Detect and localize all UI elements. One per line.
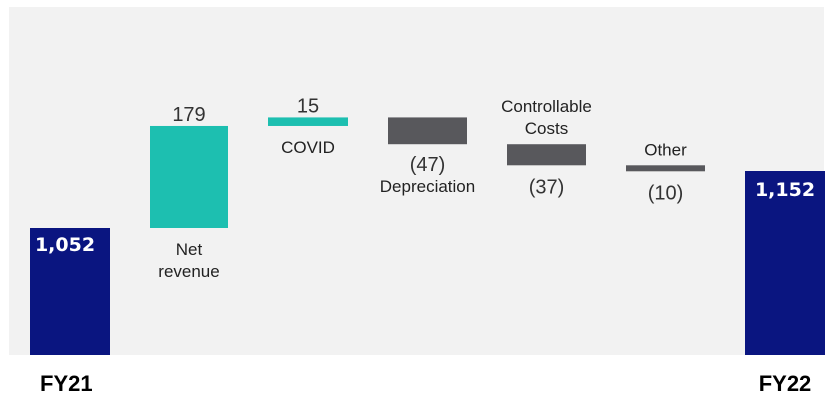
value-label-depreciation: (47) [410, 154, 446, 176]
value-label-covid: 15 [297, 95, 319, 117]
value-label-net-revenue: 179 [172, 104, 205, 126]
bar-fy21-value-label: 1,052 [35, 234, 95, 256]
bar-covid [268, 117, 348, 126]
bar-net-revenue [150, 125, 228, 228]
category-label-net-revenue-0: Net [176, 240, 203, 259]
chart-background [9, 7, 824, 355]
x-label-fy21: FY21 [40, 371, 93, 394]
bar-fy22-value-label: 1,152 [755, 179, 815, 201]
x-label-fy22: FY22 [759, 371, 812, 394]
bar-depreciation [388, 117, 467, 145]
value-label-controllable-costs: (37) [529, 176, 565, 198]
value-label-other: (10) [648, 182, 684, 204]
category-label-controllable-costs-1: Costs [525, 119, 568, 138]
bar-fy21 [30, 228, 110, 355]
category-label-depreciation-0: Depreciation [380, 177, 475, 196]
category-label-net-revenue-1: revenue [158, 262, 219, 281]
bar-other [626, 165, 705, 172]
category-label-other-0: Other [644, 140, 687, 159]
bar-fy22 [745, 171, 825, 355]
category-label-controllable-costs-0: Controllable [501, 97, 592, 116]
category-label-covid-0: COVID [281, 138, 335, 157]
bar-controllable-costs [507, 144, 586, 166]
